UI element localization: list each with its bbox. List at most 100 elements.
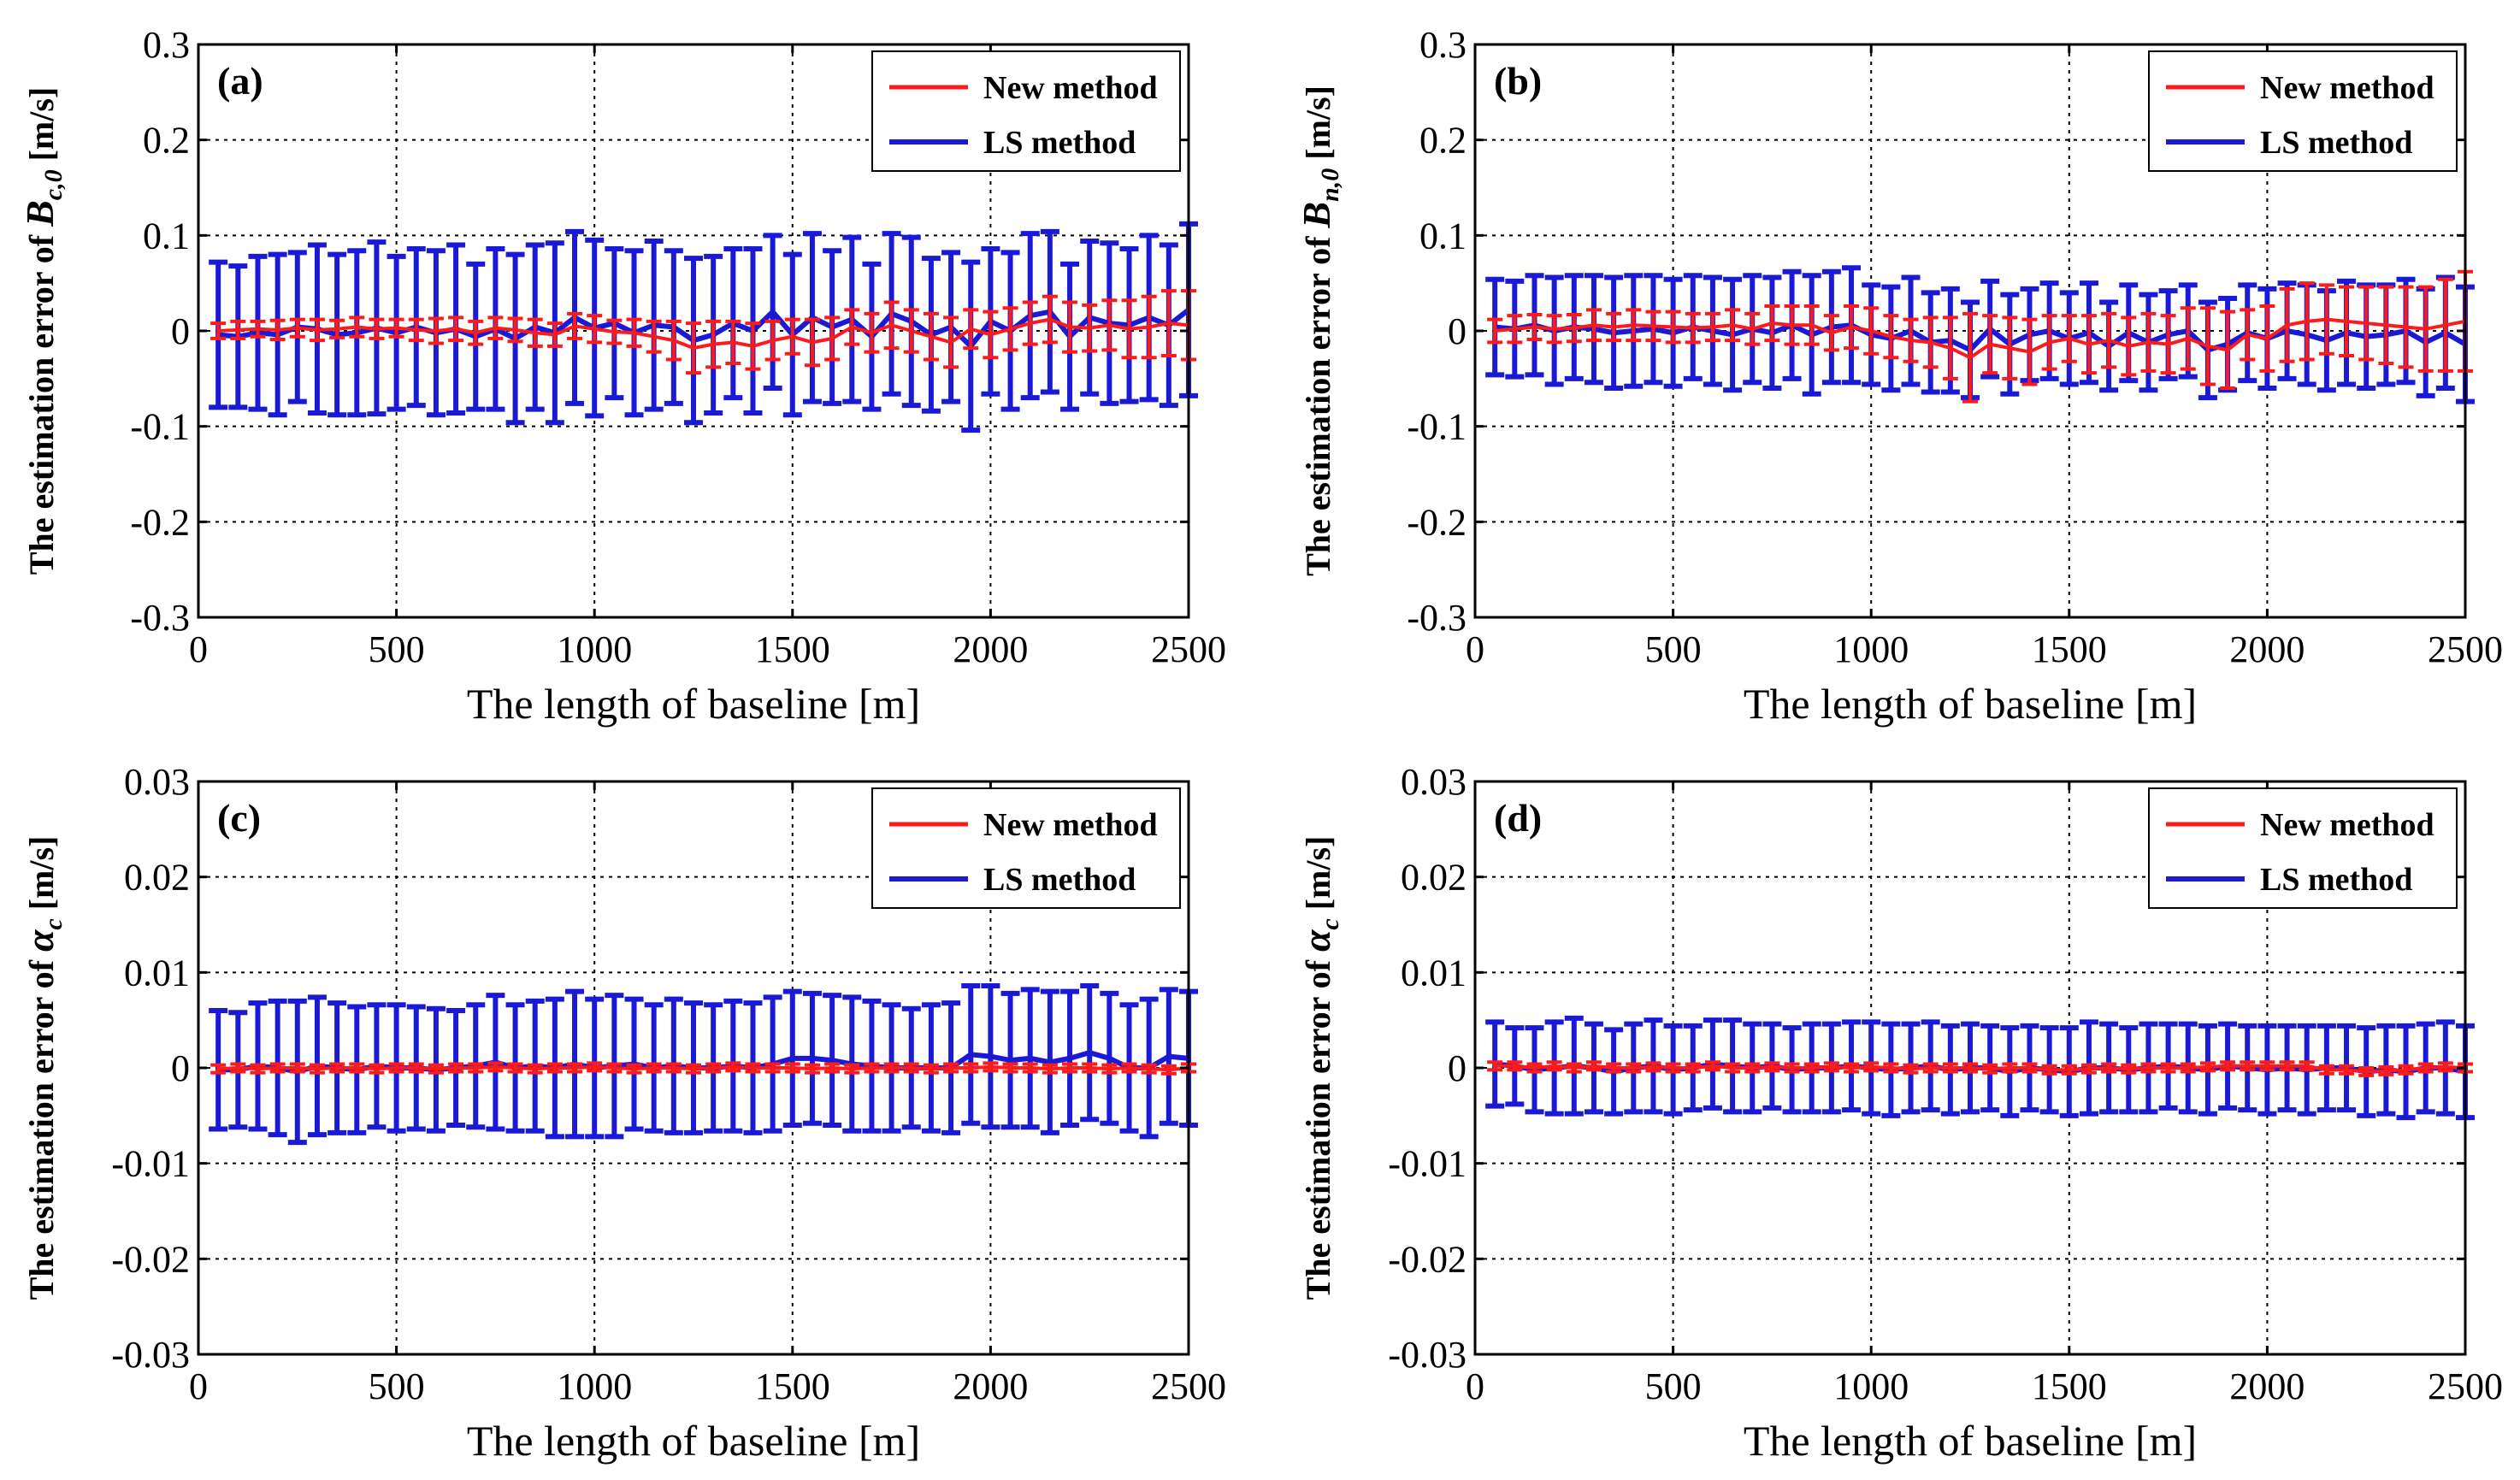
x-tick-label: 2000 [953,628,1028,670]
y-axis-label-subscript: c [39,918,68,929]
y-axis-label-prefix: The estimation error of [1299,228,1337,576]
y-axis-label-prefix: The estimation error of [1299,952,1337,1300]
y-axis-label: The estimation error of Bn,0 [m/s] [1295,85,1344,576]
y-axis-label-unit: [m/s] [22,836,61,919]
legend-box [2148,787,2458,909]
y-tick-label: -0.2 [130,501,190,543]
y-axis-label-symbol: B [1295,202,1338,229]
y-tick-label: 0.03 [1401,761,1467,803]
legend: New method LS method [2148,50,2458,172]
y-tick-label: 0.02 [1401,857,1467,899]
y-tick-label: 0.03 [124,761,190,803]
y-tick-label: 0.1 [143,215,190,256]
y-axis-label-symbol: α [18,929,62,952]
y-axis-label-subscript: c,0 [39,169,68,200]
x-tick-label: 500 [369,1365,425,1407]
x-tick-label: 2500 [1151,1365,1226,1407]
x-tick-label: 0 [189,1365,208,1407]
y-tick-label: -0.1 [130,406,190,448]
legend: New method LS method [2148,787,2458,909]
y-tick-label: -0.3 [130,597,190,639]
panel-label: (b) [1494,59,1542,103]
y-axis-label-symbol: α [1295,929,1338,952]
legend-label: New method [983,70,1158,106]
panel-label: (c) [217,796,261,840]
y-axis-label: The estimation error of Bc,0 [m/s] [18,87,68,575]
x-axis-label: The length of baseline [m] [467,680,920,728]
panel-d: 0 500 1000 1500 2000 2500 0.03 0.02 0.01 0 -0.01 -0… [1295,761,2503,1465]
x-tick-label: 2500 [2428,1365,2503,1407]
x-tick-label: 500 [369,628,425,670]
x-tick-label: 1500 [2032,628,2107,670]
y-tick-label: -0.02 [111,1238,190,1280]
y-axis-label-subscript: c [1316,918,1344,929]
y-axis-label-unit: [m/s] [1299,85,1337,168]
y-axis-label: The estimation error of αc [m/s] [1295,836,1344,1300]
legend-box [871,50,1181,172]
y-tick-label: 0.02 [124,857,190,899]
x-tick-label: 0 [1466,1365,1484,1407]
legend-label: New method [2260,70,2434,106]
mean-line-new-method [1495,1064,2466,1074]
x-tick-label: 500 [1645,1365,1702,1407]
y-axis-label-symbol: B [18,200,62,227]
x-tick-label: 1000 [557,1365,632,1407]
y-tick-label: -0.1 [1407,406,1467,448]
y-axis-label-unit: [m/s] [22,87,61,170]
y-tick-label: 0.2 [1419,120,1467,162]
legend-label: LS method [2260,862,2412,898]
mean-line-ls-method [1494,322,2467,353]
legend-label: New method [2260,807,2434,843]
x-tick-label: 2000 [2229,1365,2305,1407]
panel-label: (a) [217,59,263,103]
y-tick-label: 0 [1448,310,1467,352]
mean-line-new-method [1494,317,2466,360]
x-tick-label: 1000 [1833,1365,1909,1407]
legend-label: LS method [983,125,1136,161]
y-tick-label: 0 [171,1047,190,1089]
legend: New method LS method [871,787,1181,909]
legend-box [2148,50,2458,172]
panel-c: 0 500 1000 1500 2000 2500 0.03 0.02 0.01 0 -0.01 -0… [18,761,1226,1465]
y-tick-label: 0.3 [143,24,190,66]
y-tick-label: -0.03 [1388,1334,1467,1376]
y-axis-label: The estimation error of αc [m/s] [18,836,68,1300]
y-tick-label: -0.2 [1407,501,1467,543]
y-tick-label: -0.01 [111,1143,190,1185]
y-tick-label: 0.01 [124,952,190,994]
x-tick-label: 1000 [557,628,632,670]
legend: New method LS method [871,50,1181,172]
x-tick-label: 2000 [953,1365,1028,1407]
x-tick-label: 1500 [755,628,830,670]
legend-box [871,787,1181,909]
y-tick-label: 0.01 [1401,952,1467,994]
y-tick-label: -0.02 [1388,1238,1467,1280]
panel-label: (d) [1494,796,1542,840]
y-axis-label-prefix: The estimation error of [22,227,61,575]
series-new-method [1487,269,2473,404]
y-tick-label: -0.03 [111,1334,190,1376]
legend-label: LS method [2260,125,2412,161]
x-tick-label: 2500 [2428,628,2503,670]
panel-b: 0 500 1000 1500 2000 2500 0.3 0.2 0.1 0 -0.1 -0.2 -0… [1295,24,2503,728]
legend-label: LS method [983,862,1136,898]
x-tick-label: 1500 [2032,1365,2107,1407]
legend-label: New method [983,807,1158,843]
y-tick-label: 0.1 [1419,215,1467,256]
x-tick-label: 1500 [755,1365,830,1407]
x-tick-label: 0 [189,628,208,670]
panel-a: 0 500 1000 1500 2000 2500 0.3 0.2 0.1 0 -0.1 -0.2 -0… [18,24,1226,728]
x-tick-label: 2500 [1151,628,1226,670]
x-tick-label: 2000 [2229,628,2305,670]
x-tick-label: 0 [1466,628,1484,670]
y-tick-label: -0.01 [1388,1143,1467,1185]
y-axis-label-subscript: n,0 [1316,168,1344,202]
y-tick-label: 0 [1448,1047,1467,1089]
y-axis-label-prefix: The estimation error of [22,952,61,1300]
y-axis-label-unit: [m/s] [1299,836,1337,919]
y-tick-label: 0 [171,310,190,352]
series-new-method [1487,1060,2473,1077]
y-tick-label: 0.2 [143,120,190,162]
x-axis-label: The length of baseline [m] [1744,1417,2197,1465]
